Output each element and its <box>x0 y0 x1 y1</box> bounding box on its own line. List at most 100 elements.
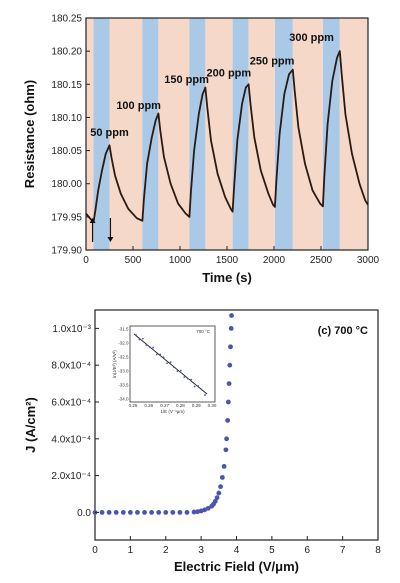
data-point <box>113 510 119 515</box>
data-point <box>219 475 225 480</box>
inset-x-tick-label: 0.26 <box>144 403 153 408</box>
data-point <box>127 510 133 515</box>
inset-data-point <box>183 376 186 379</box>
y-tick-label: 180.15 <box>51 80 82 91</box>
inset-data-point <box>155 353 158 356</box>
y-tick-label: 180.10 <box>51 113 82 124</box>
concentration-label: 100 ppm <box>116 100 161 112</box>
legend-label: (c) 700 °C <box>318 325 368 337</box>
inset-x-tick-label: 0.27 <box>160 403 169 408</box>
gas-on-arrowhead <box>89 218 96 223</box>
y-tick-label: 0.0 <box>77 508 91 519</box>
data-point <box>177 510 183 515</box>
gas-off-arrowhead <box>107 237 114 242</box>
data-point <box>135 510 140 515</box>
gas-off-band <box>248 18 275 250</box>
concentration-label: 50 ppm <box>90 127 129 139</box>
inset-fit-line <box>133 333 208 395</box>
x-tick-label: 2500 <box>310 255 333 266</box>
inset-data-point <box>190 378 193 381</box>
gas-on-band <box>189 18 206 250</box>
inset-data-point <box>142 337 144 340</box>
y-tick-label: 179.95 <box>51 212 82 223</box>
gas-on-band <box>232 18 249 250</box>
data-point <box>212 498 218 504</box>
inset-data-point <box>176 370 179 373</box>
data-point <box>205 505 211 511</box>
x-tick-label: 5 <box>269 545 275 556</box>
inset-data-point <box>200 388 203 391</box>
inset-data-point <box>166 362 168 365</box>
data-point <box>221 464 227 469</box>
inset-x-tick-label: 0.29 <box>192 403 201 408</box>
concentration-label: 250 ppm <box>250 55 295 67</box>
x-tick-label: 0 <box>92 545 98 556</box>
inset-y-tick-label: -33.5 <box>118 383 129 388</box>
y-tick-label: 4.0x10⁻⁴ <box>51 434 91 445</box>
x-tick-label: 3000 <box>357 255 380 266</box>
inset-data-point <box>193 385 196 388</box>
x-tick-label: 1000 <box>169 255 192 266</box>
inset-x-tick-label: 0.30 <box>208 403 217 408</box>
data-point <box>170 510 176 515</box>
resistance-chart: 0 500 1000 1500 2000 2500 3000 179.90 179.95 180.… <box>22 14 380 286</box>
y-tick-label: 6.0x10⁻⁴ <box>51 398 91 409</box>
concentration-label: 150 ppm <box>164 74 209 86</box>
y-tick-label: 8.0x10⁻⁴ <box>51 361 91 372</box>
inset-data-point <box>159 353 162 356</box>
x-tick-label: 1 <box>128 545 134 556</box>
gas-off-band <box>109 18 143 250</box>
inset-y-tick-label: -33.0 <box>118 369 129 374</box>
x-tick-label: 8 <box>375 545 381 556</box>
y-tick-label: 179.90 <box>51 246 82 257</box>
data-point <box>163 510 169 515</box>
x-tick-label: 500 <box>125 255 142 266</box>
resistance-line <box>85 50 369 224</box>
inset-y-axis-label: ln(J/E²) (A/V²) <box>112 350 117 378</box>
concentration-label: 200 ppm <box>207 67 252 79</box>
data-point <box>120 510 126 515</box>
data-point <box>106 510 112 515</box>
gas-off-band <box>292 18 323 250</box>
inset-data-point <box>173 366 175 369</box>
x-tick-label: 0 <box>83 255 89 266</box>
data-point <box>227 362 233 368</box>
x-tick-label: 2000 <box>263 255 286 266</box>
y-tick-label: 180.05 <box>51 146 82 157</box>
y-tick-label: 180.25 <box>51 14 82 25</box>
data-point <box>229 313 234 318</box>
inset-data-point <box>148 346 151 348</box>
x-tick-label: 1500 <box>216 255 239 266</box>
data-point <box>149 510 155 515</box>
inset-x-axis-label: 1/E (V⁻¹μm) <box>160 409 185 414</box>
inset-y-tick-label: -32.5 <box>118 355 129 360</box>
gas-off-band <box>339 18 368 250</box>
data-point <box>99 510 105 515</box>
inset-data-point <box>138 338 141 341</box>
inset-data-point <box>162 356 165 359</box>
x-tick-label: 2 <box>163 545 169 556</box>
x-tick-label: 4 <box>234 545 240 556</box>
y-tick-label: 180.20 <box>51 47 82 58</box>
data-point <box>184 510 190 515</box>
data-point <box>214 495 220 501</box>
inset-legend-label: 700 °C <box>196 329 211 334</box>
data-point <box>228 344 233 350</box>
inset-x-tick-label: 0.25 <box>129 403 138 408</box>
inset-data-point <box>179 369 182 372</box>
inset-y-tick-label: -32.0 <box>118 341 129 346</box>
inset-data-point <box>152 346 155 349</box>
inset-data-point <box>186 377 189 380</box>
gas-on-band <box>142 18 159 250</box>
x-tick-label: 7 <box>340 545 346 556</box>
y-axis-label: J (A/cm²) <box>23 397 38 453</box>
inset-data-point <box>197 385 200 387</box>
inset-data-point <box>204 394 206 396</box>
data-point <box>156 510 162 515</box>
data-point <box>228 326 234 331</box>
inset-data-point <box>145 344 148 346</box>
data-point <box>218 484 223 490</box>
x-tick-label: 3 <box>198 545 204 556</box>
data-point <box>225 399 231 405</box>
